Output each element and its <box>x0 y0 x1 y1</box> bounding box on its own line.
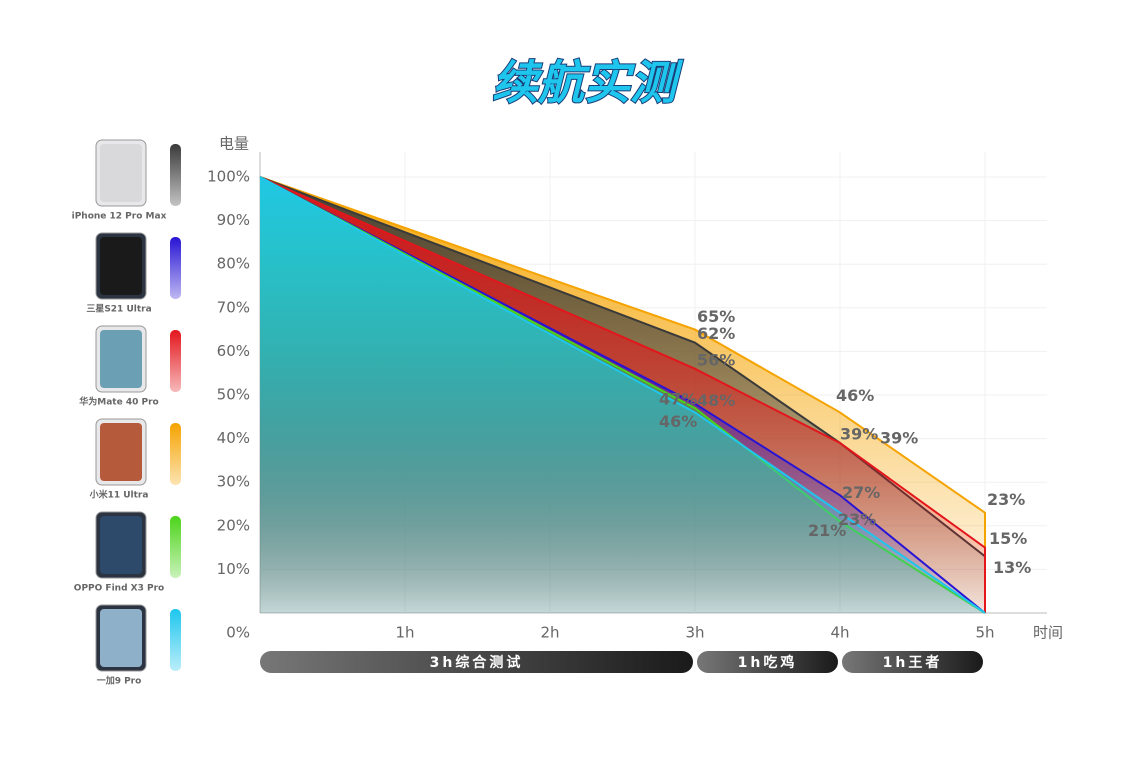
phone-screen <box>100 609 142 667</box>
data-label: 21% <box>808 521 846 540</box>
line <box>259 176 986 613</box>
phase-bar <box>842 651 983 673</box>
legend-swatch <box>170 609 181 671</box>
y-tick-label: 20% <box>217 516 250 534</box>
x-tick-label: 3h <box>685 624 704 642</box>
data-label: 15% <box>989 529 1027 548</box>
chart-title: 续航实测 <box>492 56 684 110</box>
line <box>259 176 986 614</box>
phase-label: 3h综合测试 <box>430 654 524 671</box>
phase-bar <box>697 651 838 673</box>
phone-screen <box>100 423 142 481</box>
legend-label: 华为Mate 40 Pro <box>79 396 158 408</box>
data-label: 56% <box>697 350 735 369</box>
y-tick-label: 90% <box>217 211 250 229</box>
x-axis-label: 时间 <box>1033 624 1063 642</box>
line <box>259 176 986 613</box>
legend-label: iPhone 12 Pro Max <box>72 212 167 222</box>
phone-screen <box>100 144 142 202</box>
x-tick-label: 4h <box>830 624 849 642</box>
data-label: 39% <box>840 424 878 443</box>
legend-label: OPPO Find X3 Pro <box>74 584 164 594</box>
area <box>260 177 985 613</box>
legend-label: 小米11 Ultra <box>89 489 149 501</box>
phone-screen <box>100 237 142 295</box>
y-tick-label: 40% <box>217 429 250 447</box>
data-label: 47% <box>659 390 697 409</box>
data-label: 65% <box>697 307 735 326</box>
legend-swatch <box>170 330 181 392</box>
legend-swatch <box>170 144 181 206</box>
y-tick-label: 10% <box>217 560 250 578</box>
legend-swatch <box>170 237 181 299</box>
y-tick-label: 100% <box>207 168 250 186</box>
x-tick-label: 1h <box>395 624 414 642</box>
data-label: 62% <box>697 324 735 343</box>
legend-swatch <box>170 423 181 485</box>
data-label: 46% <box>659 412 697 431</box>
legend-label: 一加9 Pro <box>97 675 142 687</box>
phone-screen <box>100 516 142 574</box>
y-tick-label: 0% <box>226 624 250 642</box>
data-label: 39% <box>880 428 918 447</box>
line <box>259 176 986 614</box>
y-axis-label: 电量 <box>219 135 249 153</box>
y-tick-label: 70% <box>217 298 250 316</box>
data-label: 48% <box>697 391 735 410</box>
data-label: 23% <box>987 490 1025 509</box>
legend-swatch <box>170 516 181 578</box>
y-tick-label: 60% <box>217 342 250 360</box>
y-tick-label: 80% <box>217 255 250 273</box>
y-tick-label: 30% <box>217 473 250 491</box>
phase-label: 1h王者 <box>883 655 943 671</box>
data-label: 46% <box>836 386 874 405</box>
legend-label: 三星S21 Ultra <box>86 304 151 315</box>
phase-bar <box>260 651 693 673</box>
data-label: 13% <box>993 558 1031 577</box>
phase-label: 1h吃鸡 <box>738 654 798 671</box>
x-tick-label: 2h <box>540 624 559 642</box>
y-tick-label: 50% <box>217 386 250 404</box>
data-label: 27% <box>842 483 880 502</box>
x-tick-label: 5h <box>975 624 994 642</box>
data-label: 23% <box>838 510 876 529</box>
phone-screen <box>100 330 142 388</box>
